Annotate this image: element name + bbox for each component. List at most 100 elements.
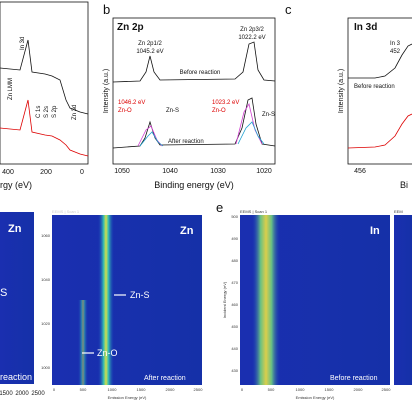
y-tick-label: 440 xyxy=(231,346,238,351)
map-label: Zn-S xyxy=(130,290,150,300)
panel-b: b Zn 2p Zn 2p1/2 1045.2 eV Zn 2p3/2 1022… xyxy=(103,2,276,190)
x-tick-label: 456 xyxy=(354,168,366,175)
x-tick-label: 1020 xyxy=(256,168,272,175)
peak-label: Zn LMM xyxy=(8,78,14,100)
annotation: Before reaction xyxy=(354,84,395,90)
y-tick-label: 1000 xyxy=(41,365,51,370)
panel-title: Zn 2p xyxy=(117,22,144,33)
frame xyxy=(347,17,412,165)
panel-title: In 3d xyxy=(354,22,377,33)
fit-zns xyxy=(139,131,164,147)
annotation: 1046.2 eV xyxy=(118,100,145,106)
y-tick-label: 1040 xyxy=(41,277,51,282)
panel-letter: e xyxy=(216,200,223,215)
y-ticks: 500 490 480 470 460 450 440 430 xyxy=(231,214,238,373)
map-title: Zn xyxy=(180,225,194,237)
eems-map xyxy=(394,215,412,385)
annotation: 1022.2 eV xyxy=(238,35,265,41)
y-tick-label: 480 xyxy=(231,258,238,263)
y-tick-label: 430 xyxy=(231,368,238,373)
x-axis-label: Bi xyxy=(400,180,408,190)
annotation: 1045.2 eV xyxy=(136,49,163,55)
frame xyxy=(0,1,89,165)
spectrum-before xyxy=(348,43,412,79)
emission-streak xyxy=(252,215,280,385)
eems-map xyxy=(52,215,202,385)
x-tick-label: 1500 xyxy=(137,387,147,392)
annotation: In 3 xyxy=(390,41,401,47)
annotation: Zn-O xyxy=(212,108,226,114)
peak-label: Zn 3d xyxy=(72,105,78,120)
x-axis-label: Emission Energy (eV) xyxy=(108,395,147,400)
x-tick-label: 0 xyxy=(241,387,244,392)
x-tick-label: 400 xyxy=(2,169,14,176)
panel-e: e EEMS | Scan 1 In Before reaction Incid… xyxy=(216,200,412,400)
peak-label: C 1s xyxy=(36,106,42,118)
annotation: Before reaction xyxy=(180,70,221,76)
y-tick-label: 450 xyxy=(231,324,238,329)
spectrum-after xyxy=(347,113,412,149)
y-tick-label: 1060 xyxy=(41,233,51,238)
map-title: Zn xyxy=(8,223,22,235)
x-axis-label: rgy (eV) xyxy=(0,180,32,190)
map-caption: EEMS | Scan 1 xyxy=(240,209,268,214)
y-tick-label: 1020 xyxy=(41,321,51,326)
annotation: Zn-S xyxy=(166,108,179,114)
peak-label: In 3d xyxy=(20,37,26,50)
x-tick-label: 1500 xyxy=(325,387,335,392)
fit-zno xyxy=(235,102,263,145)
annotation: Zn-S xyxy=(262,112,275,118)
map-note: reaction xyxy=(0,372,32,382)
y-tick-label: 500 xyxy=(231,214,238,219)
x-tick-label: 2500 xyxy=(382,387,392,392)
spectrum-after xyxy=(112,97,276,149)
x-tick-label: 0 xyxy=(80,169,84,176)
peak-label: S 2s xyxy=(44,106,50,118)
y-axis-label: Intensity (a.u.) xyxy=(103,69,110,113)
annotation: After reaction xyxy=(168,139,204,145)
x-tick-label: 2500 xyxy=(194,387,204,392)
map-caption: EEM xyxy=(394,209,403,214)
spectrum-before xyxy=(112,41,276,83)
panel-d: Zn S reaction 1500 2000 2500 EEMS | Scan… xyxy=(0,209,203,400)
x-tick-label: 1040 xyxy=(162,168,178,175)
y-tick-label: 490 xyxy=(231,236,238,241)
map-title: In xyxy=(370,225,380,237)
y-axis-label: Intensity (a.u.) xyxy=(338,69,345,113)
fit-zno xyxy=(137,125,163,147)
panel-c: c In 3d In 3 452 Before reaction Intensi… xyxy=(285,2,412,190)
x-tick-label: 0 xyxy=(53,387,56,392)
x-tick-label: 2000 xyxy=(354,387,364,392)
eems-map xyxy=(0,212,34,384)
x-tick-label: 1030 xyxy=(210,168,226,175)
x-tick-label: 1000 xyxy=(296,387,306,392)
emission-streak xyxy=(78,300,88,385)
x-tick-label: 2000 xyxy=(166,387,176,392)
map-caption: EEMS | Scan 1 xyxy=(52,209,80,214)
y-tick-label: 460 xyxy=(231,302,238,307)
x-axis-label: Emission Energy (eV) xyxy=(296,395,335,400)
frame xyxy=(112,17,276,165)
spectrum-before xyxy=(0,39,89,115)
x-tick-label: 500 xyxy=(268,387,275,392)
x-tick-label: 1500 xyxy=(0,391,13,397)
map-note: Before reaction xyxy=(330,375,378,382)
x-tick-label: 2000 xyxy=(15,391,29,397)
peak-label: S 2p xyxy=(52,105,58,118)
x-tick-label: 2500 xyxy=(31,391,45,397)
y-tick-label: 470 xyxy=(231,280,238,285)
panel-letter: c xyxy=(285,2,292,17)
x-tick-label: 500 xyxy=(80,387,87,392)
x-tick-label: 1000 xyxy=(108,387,118,392)
spectrum-after xyxy=(0,99,89,157)
annotation: Zn 2p3/2 xyxy=(240,27,264,33)
map-label: Zn-O xyxy=(97,348,118,358)
annotation: 452 xyxy=(390,49,401,55)
panel-letter: b xyxy=(103,2,110,17)
panel-a: In 3d Zn LMM C 1s S 2s S 2p Zn 3d 400 20… xyxy=(0,1,89,190)
x-axis-label: Binding energy (eV) xyxy=(154,180,234,190)
map-note: After reaction xyxy=(144,375,186,382)
map-label: S xyxy=(0,287,7,299)
